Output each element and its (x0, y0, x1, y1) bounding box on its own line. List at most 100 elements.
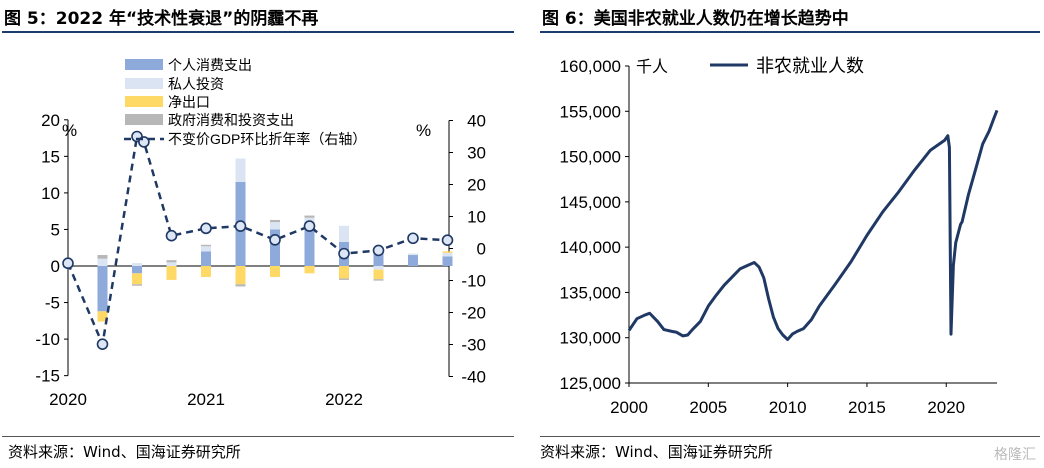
left-chart-title: 图 5：2022 年“技术性衰退”的阴霾不再 (4, 9, 319, 29)
bar-segment (339, 266, 349, 279)
payroll-axis-unit: 千人 (636, 58, 668, 76)
left-y-tick-label: 0 (51, 257, 60, 276)
left-y-tick-label: -10 (35, 330, 60, 349)
left-title-rule (2, 31, 514, 33)
payroll-x-tick-label: 2015 (848, 398, 886, 417)
bar-segment (201, 251, 211, 266)
gdp-point (62, 257, 74, 270)
right-y-tick-label: -10 (461, 272, 486, 291)
right-source-rule (540, 436, 1040, 437)
gdp-point (96, 338, 109, 350)
legend-label: 不变价GDP环比折年率（右轴） (168, 131, 366, 147)
bar-segment (97, 266, 108, 312)
gdp-point (303, 220, 316, 232)
right-y-tick-label: 40 (467, 112, 486, 131)
bar-segment (270, 266, 280, 277)
left-y-tick-label: -5 (45, 294, 60, 313)
gdp-point (372, 244, 385, 257)
bar-segment (201, 244, 211, 247)
right-y-tick-label: 10 (467, 208, 486, 227)
payroll-x-tick-label: 2020 (927, 398, 965, 417)
bar-segment (373, 266, 384, 270)
bar-segment (235, 284, 246, 287)
gdp-point (234, 220, 247, 232)
right-y-tick-label: -40 (461, 368, 486, 387)
payroll-y-tick-label: 130,000 (560, 329, 621, 348)
payroll-x-tick-label: 2010 (769, 398, 807, 417)
gdp-point (200, 222, 212, 235)
right-y-tick-label: -30 (461, 336, 486, 355)
legend-swatch (125, 114, 163, 125)
bar-segment (97, 255, 108, 259)
bar-segment (270, 222, 280, 230)
left-source-note: 资料来源：Wind、国海证券研究所 (8, 443, 241, 461)
legend-swatch (125, 96, 163, 107)
legend-label: 净出口 (168, 94, 210, 110)
bar-segment (373, 252, 384, 266)
left-y-tick-label: 5 (51, 220, 60, 239)
payroll-y-tick-label: 125,000 (560, 374, 621, 393)
legend-swatch (125, 78, 163, 89)
gdp-point (269, 234, 281, 246)
payroll-x-tick-label: 2005 (689, 398, 727, 417)
bar-segment (235, 158, 246, 182)
legend-swatch (125, 59, 163, 70)
gdp-point (441, 234, 454, 246)
gdp-growth-line (66, 134, 448, 349)
payroll-y-tick-label: 150,000 (560, 148, 621, 167)
legend-label: 政府消费和投资支出 (168, 112, 294, 128)
payroll-y-tick-label: 160,000 (560, 57, 621, 76)
left-source-rule (2, 436, 514, 437)
left-y-tick-label: 20 (41, 111, 60, 130)
right-y-tick-label: 0 (477, 240, 486, 259)
x-tick-label: 2022 (325, 390, 363, 409)
watermark: 格隆汇 (994, 447, 1036, 463)
payroll-y-tick-label: 145,000 (560, 193, 621, 212)
right-title-rule (540, 31, 1040, 33)
bar-segment (270, 229, 280, 266)
right-y-tick-label: 30 (467, 144, 486, 163)
right-source-note: 资料来源：Wind、国海证券研究所 (540, 443, 773, 461)
bar-segment (132, 263, 142, 266)
bar-segment (373, 269, 384, 280)
bar-segment (442, 251, 453, 253)
legend-label: 个人消费支出 (168, 57, 252, 73)
right-y-tick-label: 20 (467, 176, 486, 195)
bar-segment (373, 279, 384, 281)
bar-segment (132, 284, 142, 286)
bar-segment (201, 266, 211, 277)
bar-segment (442, 256, 453, 266)
payroll-y-tick-label: 140,000 (560, 238, 621, 257)
left-y-tick-label: 15 (41, 147, 60, 166)
payroll-y-tick-label: 155,000 (560, 102, 621, 121)
payroll-y-tick-label: 135,000 (560, 283, 621, 302)
left-axis-unit: % (62, 121, 77, 140)
bar-segment (166, 262, 177, 266)
left-y-tick-label: 10 (41, 184, 60, 203)
bar-segment (408, 255, 418, 266)
payroll-legend-label: 非农就业人数 (756, 56, 864, 76)
bar-segment (201, 246, 211, 252)
right-axis-unit: % (416, 121, 431, 140)
bar-segment (304, 215, 315, 218)
bar-segment (304, 266, 315, 274)
bar-segment (132, 273, 142, 285)
bar-segment (235, 266, 246, 285)
bar-segment (442, 252, 453, 257)
left-y-tick-label: -15 (35, 367, 60, 386)
bar-segment (304, 222, 315, 266)
bar-segment (408, 253, 418, 256)
bar-segment (132, 266, 142, 274)
bar-segment (166, 266, 177, 280)
payroll-x-tick-label: 2000 (610, 398, 648, 417)
bar-segment (166, 260, 177, 263)
bar-segment (339, 278, 349, 280)
gdp-point (165, 229, 178, 242)
legend-label: 私人投资 (168, 76, 224, 92)
gdp-point (338, 247, 350, 260)
x-tick-label: 2020 (49, 390, 87, 409)
bar-segment (97, 311, 108, 322)
payroll-line (627, 109, 999, 342)
x-tick-label: 2021 (187, 390, 225, 409)
